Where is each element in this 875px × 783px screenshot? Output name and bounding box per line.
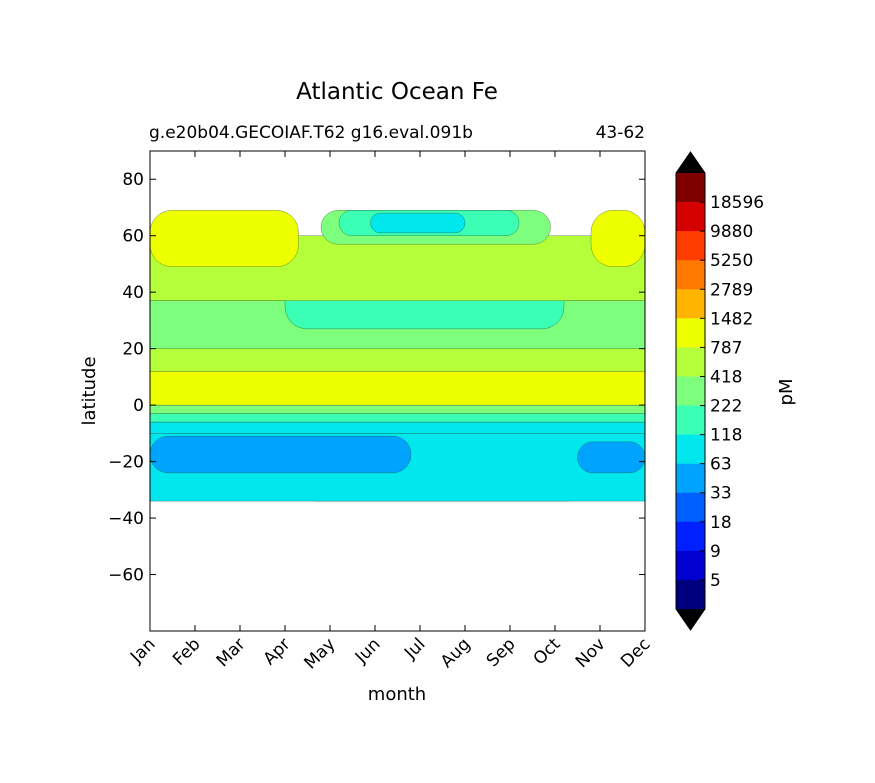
x-tick-label: Aug [437,634,475,672]
y-tick-label: 0 [133,396,144,416]
contour-region-band-equator-green [150,404,645,414]
contour-region-summer-high-teal [370,212,466,234]
x-tick-label: Feb [169,634,204,669]
x-tick-label: Nov [572,634,610,672]
chart-subtitle-left: g.e20b04.GECOIAF.T62 g16.eval.091b [149,123,473,143]
colorbar-tick-label: 2789 [710,280,753,300]
x-tick-label: Apr [260,634,295,669]
colorbar-tick-label: 63 [710,455,732,475]
x-tick-label: Sep [483,634,520,671]
x-tick-label: Dec [617,634,654,671]
colorbar-extend-min [676,609,705,630]
colorbar-tick-label: 5250 [710,251,753,271]
colorbar-swatch [676,347,705,377]
contour-region-core-south-blue-west [150,435,412,474]
colorbar: 18596 9880 5250 2789 1482 787 418 222 118 63 33 18 9… [675,151,764,631]
y-tick-label: 80 [122,170,144,190]
colorbar-tick-label: 787 [710,338,742,358]
colorbar-swatch [676,202,705,232]
chart-subtitle-right: 43-62 [596,123,645,143]
contour-region-band-equator-aqua [150,413,645,423]
x-tick-label: May [301,634,340,673]
contour-region-band-tropics-yellow [150,370,645,406]
colorbar-swatch [676,260,705,290]
colorbar-tick-label: 18 [710,513,732,533]
x-tick-label: Jan [126,634,159,667]
colorbar-swatch [676,376,705,406]
colorbar-extend-max [676,152,705,173]
colorbar-swatch [676,231,705,261]
x-tick-label: Jun [351,634,385,668]
y-axis-label: latitude [79,356,100,425]
y-tick-label: 60 [122,227,144,247]
y-tick-label: −40 [108,509,144,529]
x-axis-label: month [368,684,426,705]
colorbar-swatch [676,289,705,319]
colorbar-tick-label: 9 [710,542,721,562]
x-tick-label: Jul [400,634,429,663]
colorbar-swatch [676,173,705,203]
colorbar-tick-label: 118 [710,426,742,446]
colorbar-swatch [676,405,705,435]
x-tick-label: Oct [530,634,565,669]
contour-regions [150,210,645,502]
colorbar-tick-label: 18596 [710,193,764,213]
chart-title: Atlantic Ocean Fe [296,79,498,105]
colorbar-outline [675,151,706,631]
contour-region-band-high-yellow-east [590,210,645,268]
y-tick-label: 40 [122,283,144,303]
colorbar-tick-label: 222 [710,397,742,417]
contour-region-band-equator-teal [150,421,645,434]
contour-region-band-high-yellow-west [150,210,299,268]
colorbar-tick-label: 5 [710,571,721,591]
y-axis: 80 60 40 20 0 −20 −40 −60 [108,170,645,586]
y-tick-label: −60 [108,566,144,586]
y-tick-label: −20 [108,453,144,473]
colorbar-tick-label: 9880 [710,222,753,242]
colorbar-tick-label: 418 [710,367,742,387]
colorbar-swatch [676,492,705,523]
colorbar-swatch [676,318,705,348]
y-tick-label: 20 [122,340,144,360]
colorbar-tick-label: 33 [710,484,732,504]
colorbar-label: pM [776,379,797,406]
colorbar-tick-label: 1482 [710,309,753,329]
colorbar-swatch [676,521,705,552]
colorbar-swatch [676,463,705,494]
colorbar-swatch [676,550,705,581]
contour-region-core-south-blue-east [577,441,645,474]
x-tick-label: Mar [213,634,250,671]
colorbar-swatch [676,434,705,464]
colorbar-swatch [676,579,705,610]
plot-frame [149,150,646,632]
